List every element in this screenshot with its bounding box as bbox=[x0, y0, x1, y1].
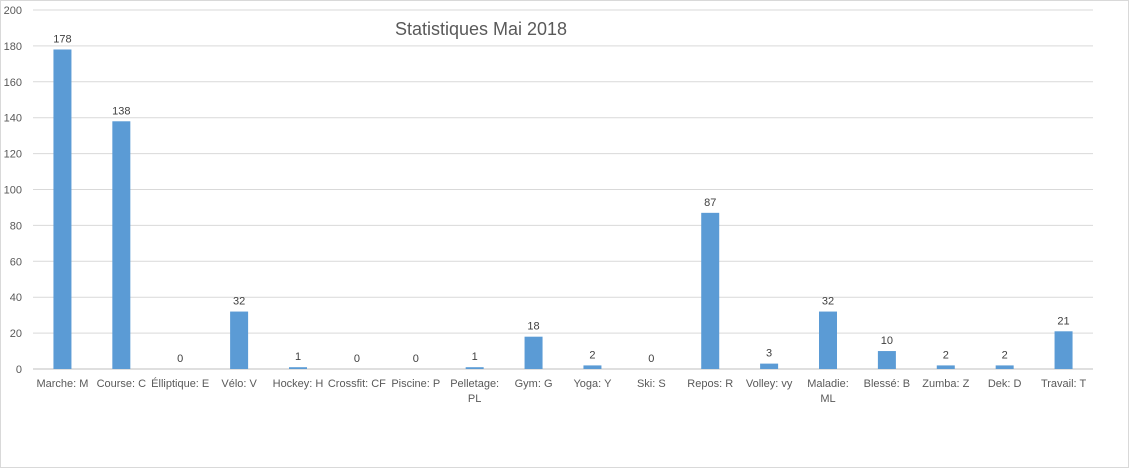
grid-lines bbox=[33, 9, 1093, 370]
category-label: Dek: D bbox=[988, 378, 1022, 390]
data-label: 138 bbox=[112, 105, 130, 117]
category-label: Marche: M bbox=[36, 378, 88, 390]
category-label: Ski: S bbox=[637, 378, 666, 390]
data-label: 3 bbox=[766, 348, 772, 360]
category-label: Yoga: Y bbox=[573, 378, 612, 390]
y-tick-label: 20 bbox=[10, 328, 22, 340]
data-label: 0 bbox=[354, 353, 360, 365]
bar bbox=[289, 367, 307, 369]
bar bbox=[112, 121, 131, 369]
bar bbox=[1054, 331, 1073, 369]
bar bbox=[760, 363, 779, 369]
data-label: 2 bbox=[589, 349, 595, 361]
y-tick-label: 40 bbox=[10, 292, 22, 304]
bar bbox=[53, 49, 72, 370]
y-axis-ticks: 0 20 40 60 80 100 120 140 160 180 200 bbox=[4, 5, 22, 376]
bar bbox=[819, 311, 837, 369]
bar bbox=[524, 336, 543, 369]
bars bbox=[53, 49, 1073, 370]
data-label: 87 bbox=[704, 197, 716, 209]
y-tick-label: 200 bbox=[4, 5, 22, 17]
bar bbox=[936, 365, 955, 369]
category-label: Maladie: ML bbox=[807, 378, 849, 405]
data-label: 2 bbox=[1002, 349, 1008, 361]
y-tick-label: 60 bbox=[10, 256, 22, 268]
category-label: Crossfit: CF bbox=[328, 378, 386, 390]
data-label: 0 bbox=[648, 353, 654, 365]
chart-title: Statistiques Mai 2018 bbox=[395, 19, 567, 39]
bar bbox=[877, 351, 896, 369]
category-label: Élliptique: E bbox=[151, 377, 209, 390]
y-tick-label: 100 bbox=[4, 185, 22, 197]
data-label: 0 bbox=[413, 353, 419, 365]
y-tick-label: 180 bbox=[4, 41, 22, 53]
bar bbox=[995, 365, 1014, 369]
category-label: Hockey: H bbox=[273, 378, 324, 390]
data-label: 2 bbox=[943, 349, 949, 361]
data-label: 32 bbox=[822, 296, 834, 308]
category-label: Travail: T bbox=[1041, 378, 1087, 390]
bar bbox=[230, 311, 249, 369]
data-label: 32 bbox=[233, 296, 245, 308]
y-tick-label: 140 bbox=[4, 113, 22, 125]
category-label: Course: C bbox=[97, 378, 147, 390]
category-label: Gym: G bbox=[515, 378, 553, 390]
data-label: 18 bbox=[527, 321, 539, 333]
category-label: Piscine: P bbox=[391, 378, 440, 390]
x-axis-categories: Marche: M Course: C Élliptique: E Vélo: V Ho… bbox=[36, 377, 1086, 405]
bar bbox=[583, 365, 602, 369]
y-tick-label: 160 bbox=[4, 77, 22, 89]
category-label: Repos: R bbox=[687, 378, 733, 390]
category-label: Vélo: V bbox=[221, 378, 257, 390]
data-label: 1 bbox=[472, 351, 478, 363]
data-label: 10 bbox=[881, 335, 893, 347]
y-tick-label: 0 bbox=[16, 364, 22, 376]
bar bbox=[465, 367, 484, 369]
category-label: Blessé: B bbox=[864, 378, 910, 390]
bar bbox=[701, 212, 720, 369]
data-label: 1 bbox=[295, 351, 301, 363]
category-label: Volley: vy bbox=[746, 378, 793, 390]
y-tick-label: 120 bbox=[4, 149, 22, 161]
category-label: Zumba: Z bbox=[922, 378, 969, 390]
data-label: 0 bbox=[177, 353, 183, 365]
data-label: 178 bbox=[53, 33, 71, 45]
y-tick-label: 80 bbox=[10, 220, 22, 232]
category-label: Pelletage: PL bbox=[450, 378, 499, 405]
data-label: 21 bbox=[1057, 315, 1069, 327]
